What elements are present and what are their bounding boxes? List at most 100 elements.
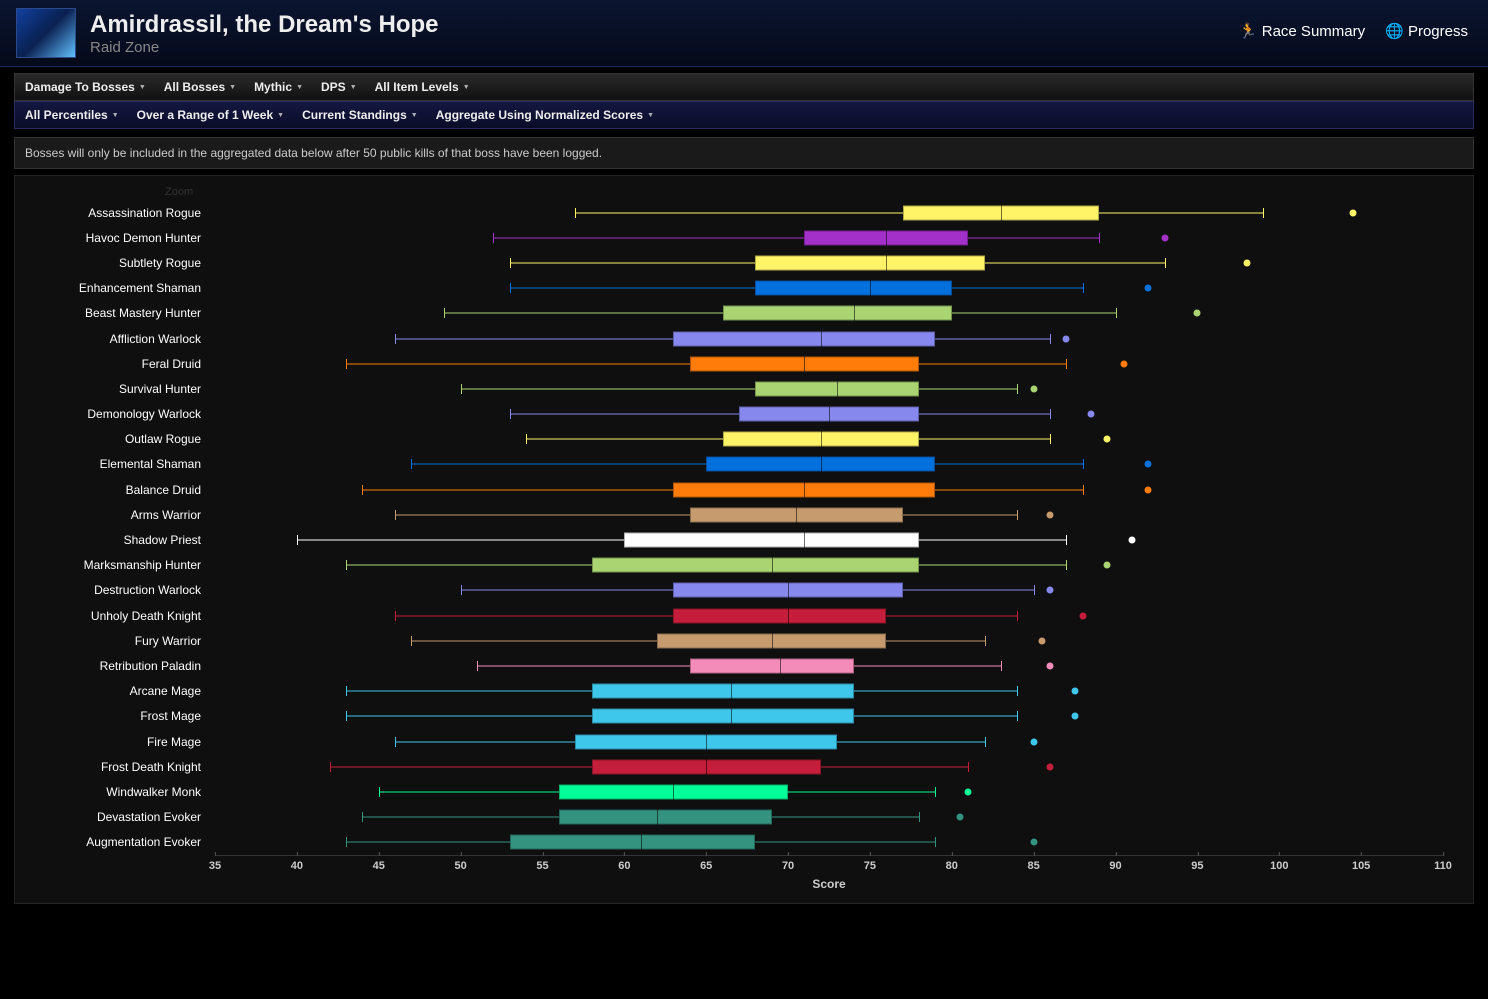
filter-secondary-0[interactable]: All Percentiles bbox=[25, 108, 119, 122]
x-axis-label: Score bbox=[215, 875, 1443, 891]
chart-row: Demonology Warlock bbox=[25, 402, 1443, 427]
spec-boxplot[interactable] bbox=[215, 250, 1443, 275]
whisker-cap bbox=[362, 485, 363, 495]
spec-boxplot[interactable] bbox=[215, 527, 1443, 552]
filter-primary-0[interactable]: Damage To Bosses bbox=[25, 80, 146, 94]
chart-row: Arms Warrior bbox=[25, 502, 1443, 527]
spec-boxplot[interactable] bbox=[215, 679, 1443, 704]
median-line bbox=[772, 558, 773, 573]
whisker-cap bbox=[510, 258, 511, 268]
spec-boxplot[interactable] bbox=[215, 729, 1443, 754]
spec-boxplot[interactable] bbox=[215, 351, 1443, 376]
spec-label: Beast Mastery Hunter bbox=[25, 306, 215, 320]
chart-row: Enhancement Shaman bbox=[25, 276, 1443, 301]
spec-label: Destruction Warlock bbox=[25, 583, 215, 597]
whisker-cap bbox=[1050, 334, 1051, 344]
filter-primary-4[interactable]: All Item Levels bbox=[375, 80, 470, 94]
outlier-point bbox=[1349, 209, 1356, 216]
whisker-cap bbox=[985, 636, 986, 646]
progress-link[interactable]: 🌐 Progress bbox=[1385, 22, 1468, 40]
spec-boxplot[interactable] bbox=[215, 805, 1443, 830]
spec-boxplot[interactable] bbox=[215, 452, 1443, 477]
box bbox=[673, 331, 935, 346]
spec-boxplot[interactable] bbox=[215, 376, 1443, 401]
outlier-point bbox=[1104, 562, 1111, 569]
whisker-cap bbox=[1017, 510, 1018, 520]
spec-boxplot[interactable] bbox=[215, 402, 1443, 427]
chart-row: Frost Mage bbox=[25, 704, 1443, 729]
x-tick: 75 bbox=[864, 856, 876, 872]
median-line bbox=[886, 230, 887, 245]
spec-boxplot[interactable] bbox=[215, 301, 1443, 326]
box bbox=[559, 810, 772, 825]
spec-label: Fury Warrior bbox=[25, 634, 215, 648]
spec-boxplot[interactable] bbox=[215, 653, 1443, 678]
outlier-point bbox=[1079, 612, 1086, 619]
spec-boxplot[interactable] bbox=[215, 754, 1443, 779]
outlier-point bbox=[1120, 360, 1127, 367]
chart-row: Outlaw Rogue bbox=[25, 427, 1443, 452]
x-tick: 60 bbox=[618, 856, 630, 872]
filter-secondary-3[interactable]: Aggregate Using Normalized Scores bbox=[436, 108, 654, 122]
whisker-cap bbox=[510, 283, 511, 293]
outlier-point bbox=[1063, 335, 1070, 342]
whisker-cap bbox=[1017, 384, 1018, 394]
median-line bbox=[804, 482, 805, 497]
outlier-point bbox=[1030, 385, 1037, 392]
box bbox=[624, 533, 919, 548]
whisker-cap bbox=[461, 384, 462, 394]
filter-secondary-1[interactable]: Over a Range of 1 Week bbox=[137, 108, 284, 122]
median-line bbox=[788, 608, 789, 623]
spec-boxplot[interactable] bbox=[215, 779, 1443, 804]
whisker-cap bbox=[1050, 409, 1051, 419]
spec-label: Assassination Rogue bbox=[25, 206, 215, 220]
spec-label: Subtlety Rogue bbox=[25, 256, 215, 270]
spec-boxplot[interactable] bbox=[215, 628, 1443, 653]
x-tick: 40 bbox=[291, 856, 303, 872]
outlier-point bbox=[1038, 637, 1045, 644]
median-line bbox=[821, 331, 822, 346]
race-summary-link[interactable]: 🏃 Race Summary bbox=[1239, 22, 1365, 40]
spec-label: Shadow Priest bbox=[25, 533, 215, 547]
spec-boxplot[interactable] bbox=[215, 276, 1443, 301]
filter-primary-2[interactable]: Mythic bbox=[254, 80, 303, 94]
median-line bbox=[657, 810, 658, 825]
median-line bbox=[772, 633, 773, 648]
outlier-point bbox=[956, 814, 963, 821]
boxplot-chart: Assassination Rogue Havoc Demon Hunter Sub… bbox=[25, 200, 1443, 855]
page-subtitle: Raid Zone bbox=[90, 39, 439, 56]
spec-boxplot[interactable] bbox=[215, 553, 1443, 578]
spec-boxplot[interactable] bbox=[215, 603, 1443, 628]
spec-boxplot[interactable] bbox=[215, 704, 1443, 729]
filter-bar-primary: Damage To Bosses All Bosses Mythic DPS All I… bbox=[14, 73, 1474, 101]
median-line bbox=[821, 432, 822, 447]
chart-row: Augmentation Evoker bbox=[25, 830, 1443, 855]
whisker-cap bbox=[510, 409, 511, 419]
box bbox=[755, 281, 951, 296]
outlier-point bbox=[1145, 285, 1152, 292]
whisker-cap bbox=[346, 837, 347, 847]
x-tick: 105 bbox=[1352, 856, 1370, 872]
page-title: Amirdrassil, the Dream's Hope bbox=[90, 11, 439, 39]
spec-boxplot[interactable] bbox=[215, 477, 1443, 502]
spec-boxplot[interactable] bbox=[215, 326, 1443, 351]
whisker-cap bbox=[444, 308, 445, 318]
filter-primary-3[interactable]: DPS bbox=[321, 80, 357, 94]
spec-boxplot[interactable] bbox=[215, 225, 1443, 250]
spec-boxplot[interactable] bbox=[215, 200, 1443, 225]
median-line bbox=[886, 255, 887, 270]
x-tick: 85 bbox=[1028, 856, 1040, 872]
spec-boxplot[interactable] bbox=[215, 502, 1443, 527]
spec-boxplot[interactable] bbox=[215, 427, 1443, 452]
chart-row: Affliction Warlock bbox=[25, 326, 1443, 351]
spec-boxplot[interactable] bbox=[215, 830, 1443, 855]
outlier-point bbox=[1087, 411, 1094, 418]
whisker-cap bbox=[985, 737, 986, 747]
whisker-line bbox=[493, 237, 1099, 238]
chart-row: Havoc Demon Hunter bbox=[25, 225, 1443, 250]
spec-boxplot[interactable] bbox=[215, 578, 1443, 603]
chart-row: Frost Death Knight bbox=[25, 754, 1443, 779]
filter-secondary-2[interactable]: Current Standings bbox=[302, 108, 418, 122]
chart-row: Marksmanship Hunter bbox=[25, 553, 1443, 578]
filter-primary-1[interactable]: All Bosses bbox=[164, 80, 236, 94]
